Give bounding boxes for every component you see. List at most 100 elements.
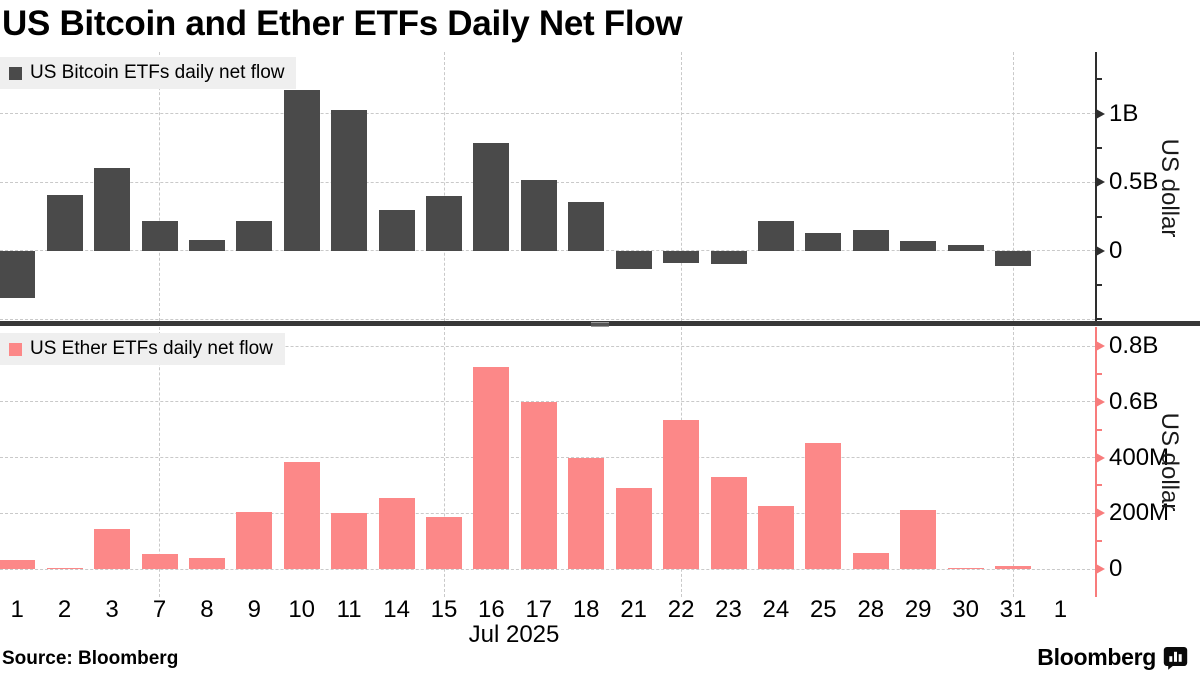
legend-ether: US Ether ETFs daily net flow bbox=[0, 333, 285, 365]
bitcoin-gridline-v bbox=[1012, 52, 1014, 321]
ether-gridline-h bbox=[0, 345, 1095, 347]
x-tick-label: 29 bbox=[904, 596, 932, 623]
bitcoin-y-tick-minor bbox=[1095, 146, 1102, 149]
ether-y-tick-label: 0.8B bbox=[1109, 332, 1159, 359]
legend-swatch-ether bbox=[9, 342, 22, 356]
legend-bitcoin: US Bitcoin ETFs daily net flow bbox=[0, 57, 297, 89]
bitcoin-bar-30 bbox=[947, 244, 984, 251]
ether-bar-28 bbox=[852, 552, 889, 570]
ether-bar-7 bbox=[141, 553, 178, 570]
x-tick-label: 15 bbox=[430, 596, 458, 623]
bitcoin-gridline-h bbox=[0, 113, 1095, 115]
ether-y-tick-arrow bbox=[1096, 396, 1105, 407]
y-axis-title-ether: US dollar bbox=[1156, 412, 1183, 512]
bitcoin-gridline-v bbox=[159, 52, 160, 321]
bitcoin-gridline-v bbox=[680, 52, 682, 321]
ether-bar-29 bbox=[900, 510, 937, 570]
bitcoin-bar-1 bbox=[0, 250, 36, 298]
ether-bar-16 bbox=[473, 366, 510, 570]
x-axis-month-label: Jul 2025 bbox=[468, 621, 560, 648]
bloomberg-chart-bubble-icon bbox=[1163, 646, 1188, 670]
bitcoin-y-tick-minor bbox=[1095, 318, 1102, 321]
ether-y-tick-label: 0.6B bbox=[1109, 387, 1159, 415]
bitcoin-bar-24 bbox=[757, 220, 794, 251]
legend-swatch-bitcoin bbox=[9, 66, 22, 80]
bitcoin-bar-21 bbox=[615, 250, 652, 269]
x-tick-label: 10 bbox=[288, 596, 316, 623]
ether-y-tick-label: 400M bbox=[1109, 443, 1170, 471]
ether-bar-17 bbox=[520, 401, 557, 570]
ether-bar-24 bbox=[757, 505, 794, 570]
legend-label-bitcoin: US Bitcoin ETFs daily net flow bbox=[30, 62, 285, 83]
legend-label-ether: US Ether ETFs daily net flow bbox=[30, 338, 273, 359]
ether-bar-23 bbox=[710, 477, 747, 570]
ether-y-tick-minor bbox=[1095, 484, 1102, 487]
ether-bar-11 bbox=[331, 512, 368, 570]
ether-bar-8 bbox=[188, 558, 225, 570]
ether-bar-3 bbox=[94, 528, 130, 570]
bitcoin-bar-23 bbox=[710, 250, 747, 264]
x-tick-label: 7 bbox=[152, 596, 167, 623]
ether-y-tick-label: 200M bbox=[1109, 499, 1170, 527]
ether-y-tick-minor bbox=[1095, 428, 1102, 431]
ether-bar-21 bbox=[615, 488, 652, 570]
x-tick-label: 16 bbox=[478, 596, 505, 623]
bitcoin-y-tick-arrow bbox=[1096, 177, 1105, 188]
x-tick-label: 2 bbox=[57, 596, 72, 623]
ether-y-tick-arrow bbox=[1096, 508, 1105, 519]
ether-y-tick-arrow bbox=[1096, 452, 1105, 463]
ether-y-tick-arrow bbox=[1096, 564, 1105, 575]
ether-gridline-v bbox=[1012, 327, 1014, 597]
bloomberg-logo-text: Bloomberg bbox=[1037, 644, 1156, 670]
bitcoin-bar-17 bbox=[520, 180, 557, 251]
x-tick-label: 24 bbox=[762, 596, 790, 623]
ether-y-tick-arrow bbox=[1096, 341, 1105, 351]
ether-bar-30 bbox=[947, 567, 984, 570]
x-tick-label: 14 bbox=[383, 596, 410, 623]
ether-bar-1 bbox=[0, 560, 36, 570]
bitcoin-bar-9 bbox=[236, 220, 273, 251]
ether-y-tick-minor bbox=[1095, 372, 1102, 375]
ether-bar-14 bbox=[378, 498, 415, 570]
ether-bar-9 bbox=[236, 511, 273, 570]
ether-bar-10 bbox=[283, 462, 320, 570]
ether-gridline-v bbox=[159, 327, 160, 597]
ether-bar-31 bbox=[995, 565, 1031, 570]
bitcoin-bar-22 bbox=[663, 250, 700, 263]
bitcoin-bar-31 bbox=[995, 250, 1031, 267]
bitcoin-bar-28 bbox=[852, 230, 889, 251]
bitcoin-y-tick-arrow bbox=[1096, 245, 1105, 256]
bitcoin-bar-10 bbox=[283, 89, 320, 251]
x-tick-label: 3 bbox=[105, 596, 119, 623]
bitcoin-y-tick-label: 1B bbox=[1109, 99, 1139, 127]
ether-bar-2 bbox=[46, 568, 83, 570]
x-tick-label: 11 bbox=[336, 596, 362, 623]
ether-y-tick-minor bbox=[1095, 540, 1102, 543]
x-tick-label: 17 bbox=[525, 596, 553, 623]
ether-bar-18 bbox=[568, 457, 605, 570]
x-tick-label: 31 bbox=[999, 596, 1027, 623]
x-tick-label: 22 bbox=[667, 596, 695, 623]
x-tick-label: 30 bbox=[952, 596, 979, 623]
bitcoin-y-tick-label: 0.5B bbox=[1109, 168, 1159, 196]
bitcoin-y-tick-minor bbox=[1095, 78, 1102, 81]
bitcoin-gridline-h bbox=[0, 250, 1095, 252]
x-tick-label: 21 bbox=[620, 596, 648, 623]
x-tick-label: 25 bbox=[809, 596, 837, 623]
bitcoin-bar-3 bbox=[94, 168, 130, 251]
bitcoin-bar-11 bbox=[331, 109, 368, 251]
x-tick-label: 9 bbox=[247, 596, 261, 623]
source-note: Source: Bloomberg bbox=[2, 648, 179, 669]
ether-y-tick-label: 0 bbox=[1109, 555, 1123, 583]
chart-title: US Bitcoin and Ether ETFs Daily Net Flow bbox=[2, 4, 683, 43]
bitcoin-gridline-h bbox=[0, 318, 1095, 320]
x-tick-label: 8 bbox=[200, 596, 214, 623]
panel-divider-drag-handle-icon[interactable] bbox=[591, 322, 609, 327]
bitcoin-y-tick-minor bbox=[1095, 284, 1102, 286]
bitcoin-bar-8 bbox=[188, 239, 225, 251]
ether-gridline-v bbox=[443, 327, 445, 597]
bitcoin-gridline-v bbox=[443, 52, 445, 321]
bitcoin-bar-15 bbox=[426, 195, 462, 251]
